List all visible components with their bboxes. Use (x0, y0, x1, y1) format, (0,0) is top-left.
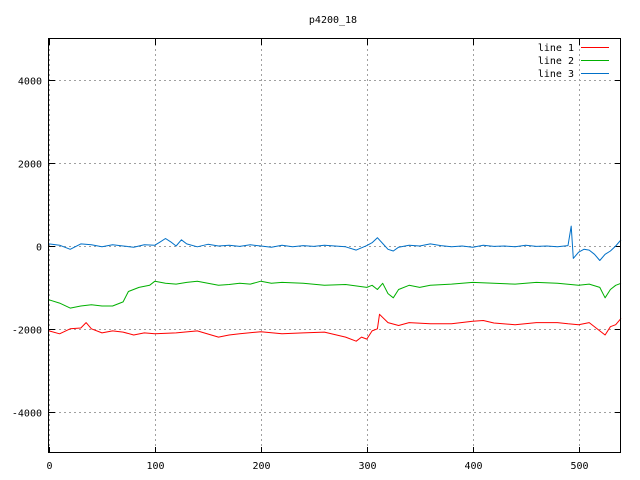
legend: line 1 line 2 line 3 (538, 43, 609, 80)
legend-label-2: line 2 (538, 56, 574, 67)
x-axis: 0 100 200 300 400 500 (46, 39, 589, 472)
legend-label-3: line 3 (538, 69, 574, 80)
y-tick-label: 0 (36, 243, 42, 254)
series-layer (48, 225, 622, 342)
x-tick-label: 400 (464, 461, 482, 472)
chart-title: p4200_18 (309, 15, 357, 26)
y-tick-label: 4000 (18, 77, 42, 88)
x-tick-label: 100 (146, 461, 164, 472)
y-tick-label: -4000 (12, 409, 42, 420)
y-axis: -4000 -2000 0 2000 4000 (12, 77, 621, 420)
x-tick-label: 200 (252, 461, 270, 472)
y-tick-label: 2000 (18, 160, 42, 171)
x-tick-label: 300 (358, 461, 376, 472)
x-tick-label: 0 (46, 461, 52, 472)
series-line-3 (48, 225, 622, 261)
legend-label-1: line 1 (538, 43, 574, 54)
plot-frame (48, 38, 621, 453)
x-tick-label: 500 (570, 461, 588, 472)
series-line-2 (48, 280, 622, 309)
y-tick-label: -2000 (12, 326, 42, 337)
series-line-1 (48, 313, 622, 342)
